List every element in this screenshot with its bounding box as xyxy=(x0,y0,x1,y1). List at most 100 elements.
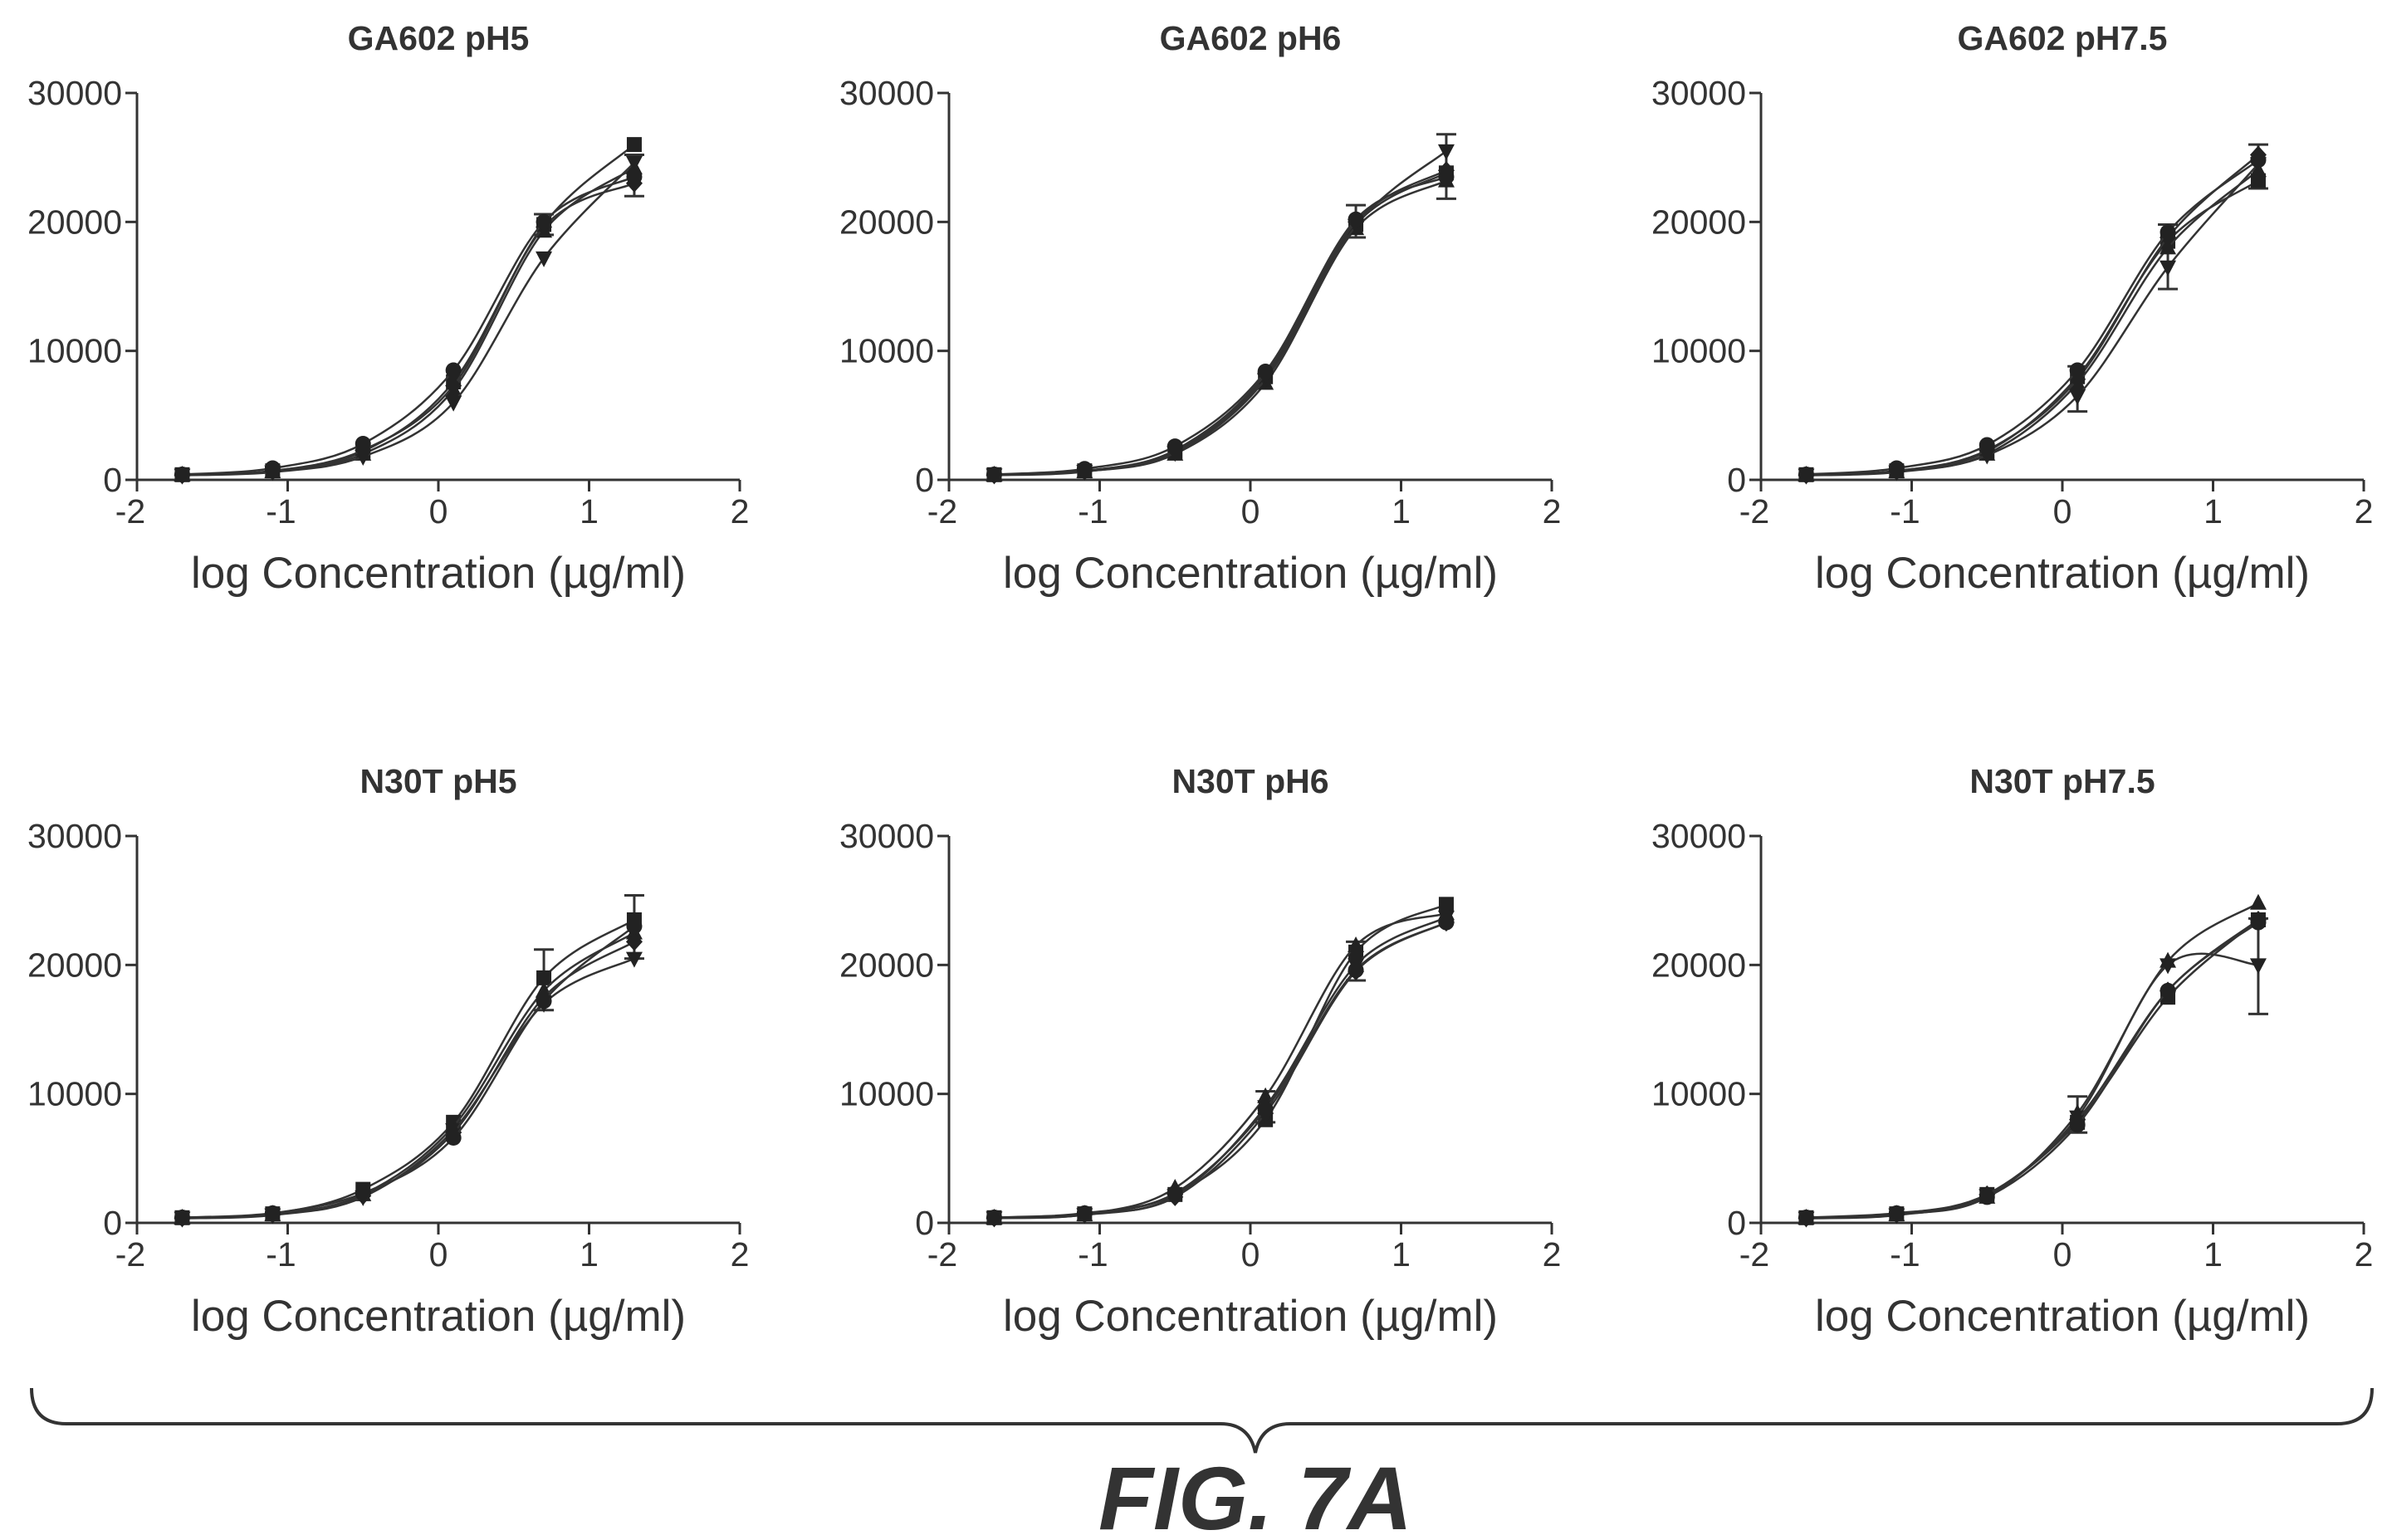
data-point xyxy=(536,993,552,1010)
series-line xyxy=(1806,952,2258,1220)
series-line xyxy=(994,921,1447,1220)
data-point xyxy=(2250,914,2267,931)
x-tick-label: -2 xyxy=(1739,1235,1769,1274)
series-line xyxy=(994,175,1447,476)
series-line xyxy=(994,921,1447,1219)
x-tick-label: 1 xyxy=(580,1235,599,1274)
panel-title: N30T pH6 xyxy=(1171,762,1328,800)
chart-panel: GA602 pH7.5 0 10000 20000 30000 -2 -1 0 1 2 log Co… xyxy=(1651,19,2373,598)
data-point xyxy=(626,169,643,185)
x-tick-label: 1 xyxy=(2204,1235,2223,1274)
data-point xyxy=(1348,962,1364,979)
x-tick-label: 2 xyxy=(1543,492,1562,530)
data-point xyxy=(625,155,643,172)
x-axis-label: log Concentration (µg/ml) xyxy=(1003,1292,1498,1341)
series-line xyxy=(182,144,635,477)
chart-panel: N30T pH7.5 0 10000 20000 30000 -2 -1 0 1 2 log Con… xyxy=(1651,762,2373,1341)
x-tick-label: 0 xyxy=(429,1235,448,1274)
y-tick-label: 10000 xyxy=(1651,332,1746,370)
y-tick-label: 20000 xyxy=(839,203,934,241)
x-tick-label: -2 xyxy=(927,492,957,530)
series-line xyxy=(1806,159,2259,476)
x-tick-label: -1 xyxy=(1078,1235,1108,1274)
x-tick-label: 2 xyxy=(1543,1235,1562,1274)
y-tick-label: 20000 xyxy=(1651,203,1746,241)
chart-panels: GA602 pH5 0 10000 20000 30000 -2 -1 0 1 2 log Conc… xyxy=(27,19,2373,1341)
data-point xyxy=(986,1209,1002,1225)
y-tick-label: 20000 xyxy=(1651,946,1746,984)
data-point xyxy=(445,395,462,412)
panel-title: GA602 pH6 xyxy=(1160,19,1342,57)
data-point xyxy=(264,1205,281,1221)
x-tick-label: -2 xyxy=(1739,492,1769,530)
panel-title: GA602 pH7.5 xyxy=(1958,19,2168,57)
series-line xyxy=(994,912,1447,1220)
data-point xyxy=(2160,982,2176,999)
chart-panel: GA602 pH5 0 10000 20000 30000 -2 -1 0 1 2 log Conc… xyxy=(27,19,749,598)
data-point xyxy=(1257,364,1274,380)
series-line xyxy=(994,179,1447,477)
data-point xyxy=(1438,914,1455,931)
y-tick-label: 30000 xyxy=(27,817,122,855)
data-point xyxy=(1888,1205,1905,1221)
data-point xyxy=(355,1185,371,1201)
data-point xyxy=(1167,438,1183,455)
series-line xyxy=(1806,922,2259,1219)
series-line xyxy=(994,169,1447,477)
data-point xyxy=(2069,389,2086,406)
data-point xyxy=(1798,1209,1814,1225)
x-tick-label: 2 xyxy=(2355,492,2374,530)
x-tick-label: -1 xyxy=(1078,492,1108,530)
panel-title: GA602 pH5 xyxy=(348,19,530,57)
x-tick-label: 1 xyxy=(580,492,599,530)
chart-panel: N30T pH6 0 10000 20000 30000 -2 -1 0 1 2 log Conce… xyxy=(839,762,1561,1341)
data-point xyxy=(1257,1087,1274,1103)
data-point xyxy=(1348,936,1365,953)
y-tick-label: 0 xyxy=(1727,1204,1746,1242)
x-axis-label: log Concentration (µg/ml) xyxy=(1815,549,2310,598)
x-tick-label: -2 xyxy=(115,1235,145,1274)
data-point xyxy=(1979,437,1995,453)
x-tick-label: -2 xyxy=(927,1235,957,1274)
data-point xyxy=(1437,144,1455,160)
x-tick-label: -1 xyxy=(1890,1235,1920,1274)
y-tick-label: 30000 xyxy=(27,74,122,112)
data-point xyxy=(536,970,552,985)
y-tick-label: 0 xyxy=(1727,461,1746,499)
y-tick-label: 30000 xyxy=(1651,817,1746,855)
data-point xyxy=(536,251,553,267)
data-point xyxy=(2160,224,2176,241)
series-line xyxy=(1806,919,2259,1220)
data-point xyxy=(174,1209,190,1225)
data-point xyxy=(445,376,462,395)
y-tick-label: 10000 xyxy=(1651,1075,1746,1113)
data-point xyxy=(264,460,281,477)
figure-label: FIG. 7A xyxy=(1098,1448,1412,1540)
x-tick-label: -1 xyxy=(1890,492,1920,530)
x-axis-label: log Concentration (µg/ml) xyxy=(1815,1292,2310,1341)
y-tick-label: 20000 xyxy=(27,203,122,241)
series-line xyxy=(1806,919,2259,1220)
series-line xyxy=(182,941,635,1220)
x-tick-label: -2 xyxy=(115,492,145,530)
y-tick-label: 10000 xyxy=(839,1075,934,1113)
series-line xyxy=(994,172,1447,477)
series-line xyxy=(182,957,635,1220)
data-point xyxy=(1798,466,1814,482)
data-point xyxy=(1167,1185,1183,1201)
y-tick-label: 0 xyxy=(103,1204,122,1242)
series-line xyxy=(182,931,635,1220)
chart-panel: GA602 pH6 0 10000 20000 30000 -2 -1 0 1 2 log Conc… xyxy=(839,19,1561,598)
data-point xyxy=(2249,893,2267,910)
data-point xyxy=(2160,260,2177,276)
x-axis-label: log Concentration (µg/ml) xyxy=(191,549,686,598)
series-line xyxy=(1806,902,2259,1220)
x-tick-label: 0 xyxy=(1241,1235,1260,1274)
data-point xyxy=(1888,460,1905,477)
grouping-brace xyxy=(30,1387,2374,1454)
data-point xyxy=(1076,461,1093,477)
data-point xyxy=(626,137,642,153)
series-line xyxy=(994,916,1447,1220)
y-tick-label: 10000 xyxy=(839,332,934,370)
series-line xyxy=(182,167,635,477)
